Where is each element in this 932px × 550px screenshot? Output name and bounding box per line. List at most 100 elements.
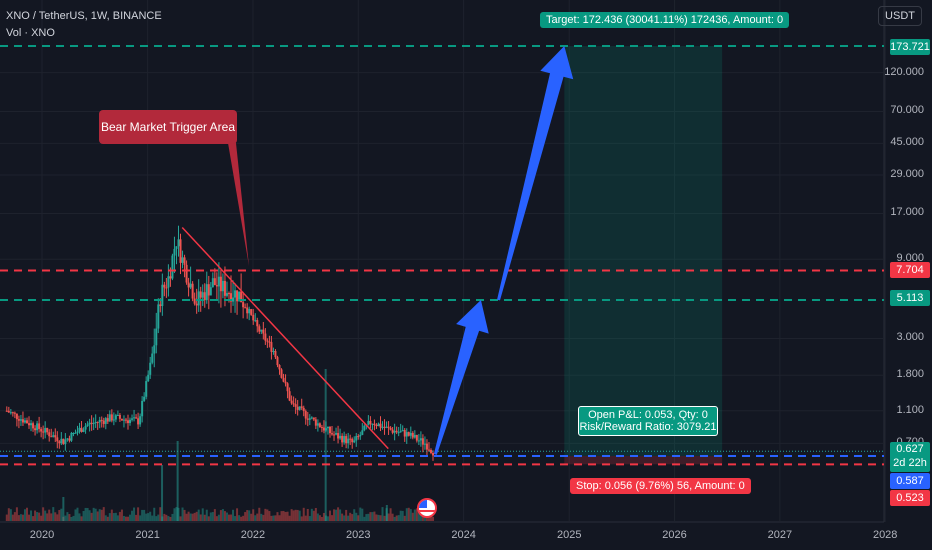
volume-bar [139, 515, 142, 521]
candle-body [369, 420, 372, 425]
volume-bar [171, 513, 174, 521]
volume-bar [74, 509, 77, 521]
volume-bar [110, 509, 113, 521]
volume-bar [147, 513, 150, 521]
volume-bar [415, 508, 418, 521]
x-tick-label: 2028 [872, 529, 898, 541]
candle-body [207, 284, 210, 296]
volume-bar [159, 507, 162, 521]
candle-body [298, 406, 301, 410]
volume-bar [339, 509, 342, 521]
candle-body [187, 282, 190, 288]
us-flag-event-icon[interactable] [417, 498, 437, 518]
x-tick-label: 2022 [240, 529, 266, 541]
x-tick-label: 2021 [135, 529, 160, 541]
volume-bar [244, 512, 247, 521]
level-lines[interactable] [0, 45, 884, 466]
volume-bar [28, 514, 31, 521]
volume-bar [240, 516, 243, 521]
candle-body [292, 403, 295, 405]
flag-stripe [419, 510, 435, 512]
candle-body [46, 427, 49, 433]
volume-bar [256, 513, 259, 521]
volume-bar [96, 511, 99, 521]
volume-bar [153, 507, 156, 521]
volume-bar [288, 515, 291, 521]
volume-bar [181, 507, 184, 521]
candle-body [74, 432, 77, 434]
candle-body [143, 396, 146, 401]
candle-body [139, 416, 142, 425]
bear-callout-label[interactable]: Bear Market Trigger Area [99, 110, 237, 144]
volume-bar [78, 513, 81, 521]
volume-bar [389, 508, 392, 521]
volume-bar [106, 516, 109, 521]
currency-button[interactable]: USDT [878, 6, 922, 26]
candle-body [395, 430, 398, 433]
bear-trendline [181, 226, 389, 450]
volume-bar [195, 511, 198, 521]
pnl-line: Open P&L: 0.053, Qty: 0 [588, 409, 708, 421]
callout-pointer [228, 143, 249, 266]
volume-bar [118, 511, 121, 521]
volume-bar [337, 507, 340, 521]
stop-price-tag: 0.523 [890, 490, 930, 506]
candle-body [335, 433, 338, 435]
candle-body [199, 291, 202, 298]
candle-body [270, 342, 273, 352]
volume-bar [347, 515, 350, 521]
volume-legend[interactable]: Vol · XNO [6, 27, 55, 39]
candle-body [44, 427, 47, 433]
bear-callout[interactable] [228, 143, 249, 266]
target-label[interactable]: Target: 172.436 (30041.11%) 172436, Amou… [540, 12, 790, 28]
volume-bar [219, 510, 222, 521]
position-box[interactable] [564, 46, 723, 465]
candle-body [411, 432, 414, 438]
volume-bar [213, 509, 216, 521]
volume-bar [124, 516, 127, 521]
target-price-tag: 173.721 [890, 39, 930, 55]
volume-bar [411, 512, 414, 521]
volume-bar [225, 512, 228, 521]
candle-body [246, 307, 249, 314]
stop-label[interactable]: Stop: 0.056 (9.76%) 56, Amount: 0 [570, 478, 751, 494]
candle-body [155, 328, 158, 346]
candle-body [244, 307, 247, 309]
candle-body [34, 428, 37, 431]
candle-body [355, 436, 358, 441]
candle-body [268, 341, 271, 343]
trendline[interactable] [181, 226, 389, 450]
volume-bar [157, 514, 160, 521]
candle-body [419, 438, 422, 441]
volume-bar [211, 512, 214, 521]
candle-body [13, 412, 16, 414]
volume-spike [161, 465, 164, 521]
volume-bar [318, 515, 321, 521]
candle-body [256, 320, 259, 327]
projection-arrows[interactable] [433, 46, 574, 455]
candle-body [122, 419, 125, 421]
volume-bar [82, 510, 85, 521]
pnl-box[interactable]: Open P&L: 0.053, Qty: 0 Risk/Reward Rati… [578, 406, 718, 436]
candle-body [126, 420, 129, 424]
y-tick-label: 120.000 [884, 65, 924, 78]
candle-body [167, 276, 170, 288]
green-level-price-tag: 5.113 [890, 290, 930, 306]
candle-body [375, 425, 378, 427]
candle-body [417, 440, 420, 442]
candle-body [181, 257, 184, 263]
candle-body [399, 431, 402, 433]
candle-body [337, 433, 340, 439]
candle-body [177, 239, 180, 247]
volume-bar [116, 515, 119, 521]
volume-bars [5, 369, 435, 521]
symbol-title[interactable]: XNO / TetherUS, 1W, BINANCE [6, 10, 162, 22]
candle-body [274, 351, 277, 358]
volume-bar [381, 507, 384, 521]
x-tick-label: 2027 [767, 529, 793, 541]
volume-bar [359, 507, 362, 521]
projection-arrow [433, 300, 489, 455]
candle-body [36, 423, 39, 431]
